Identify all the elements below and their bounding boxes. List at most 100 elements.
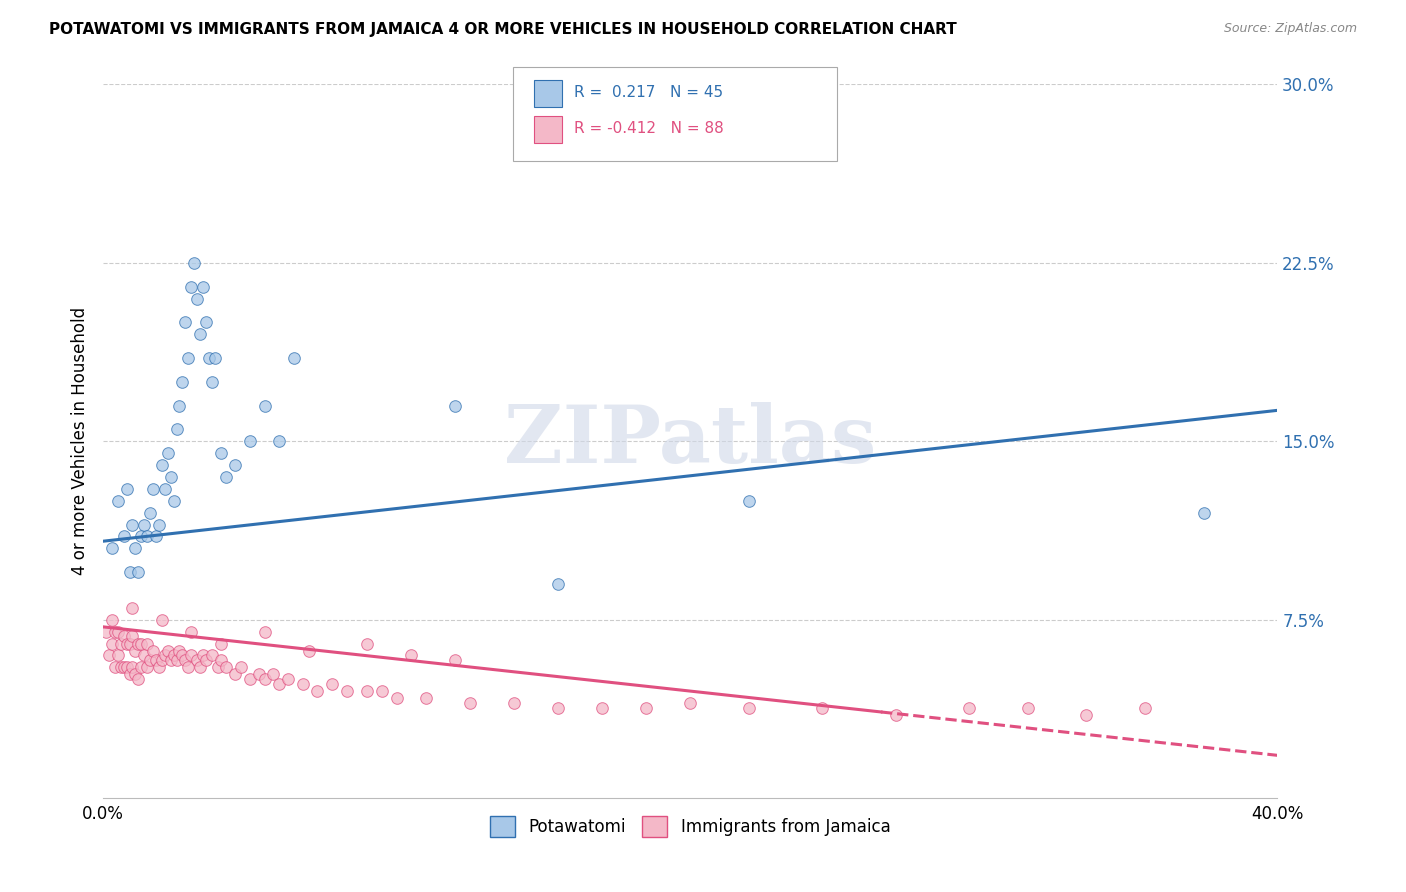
Point	[1133, 700, 1156, 714]
Point	[253, 672, 276, 686]
Point	[101, 613, 124, 627]
Point	[172, 648, 194, 663]
Point	[136, 636, 159, 650]
Point	[180, 648, 202, 663]
Point	[118, 636, 141, 650]
Point	[121, 629, 143, 643]
Text: R =  0.217   N = 45: R = 0.217 N = 45	[574, 86, 723, 100]
Point	[191, 279, 214, 293]
Point	[104, 660, 127, 674]
Point	[136, 660, 159, 674]
Point	[336, 684, 359, 698]
Point	[215, 660, 238, 674]
Point	[415, 691, 437, 706]
Point	[636, 700, 658, 714]
Point	[145, 529, 167, 543]
Point	[207, 660, 229, 674]
Point	[209, 653, 232, 667]
Point	[134, 517, 156, 532]
Point	[229, 660, 252, 674]
Point	[503, 696, 526, 710]
Point	[591, 700, 613, 714]
Point	[277, 672, 299, 686]
Point	[94, 624, 117, 639]
Point	[145, 653, 167, 667]
Point	[118, 565, 141, 579]
Point	[121, 600, 143, 615]
Point	[127, 636, 149, 650]
Point	[129, 529, 152, 543]
Point	[169, 399, 191, 413]
Point	[957, 700, 980, 714]
Point	[107, 493, 129, 508]
Point	[204, 351, 226, 365]
Point	[186, 292, 208, 306]
Point	[139, 506, 162, 520]
Point	[127, 672, 149, 686]
Point	[148, 517, 170, 532]
Point	[166, 422, 188, 436]
Point	[107, 624, 129, 639]
Text: ZIPatlas: ZIPatlas	[505, 402, 876, 480]
Point	[153, 482, 176, 496]
Point	[401, 648, 423, 663]
Point	[159, 653, 181, 667]
Point	[180, 624, 202, 639]
Point	[444, 653, 467, 667]
Point	[307, 684, 329, 698]
Point	[321, 677, 343, 691]
Point	[150, 613, 173, 627]
Point	[224, 667, 246, 681]
Point	[385, 691, 408, 706]
Point	[194, 653, 217, 667]
Point	[811, 700, 834, 714]
Point	[118, 667, 141, 681]
Point	[291, 677, 314, 691]
Point	[283, 351, 305, 365]
Point	[297, 643, 319, 657]
Point	[679, 696, 702, 710]
Point	[269, 677, 291, 691]
Point	[101, 636, 124, 650]
Point	[162, 648, 184, 663]
Point	[547, 577, 569, 591]
Point	[247, 667, 270, 681]
Text: POTAWATOMI VS IMMIGRANTS FROM JAMAICA 4 OR MORE VEHICLES IN HOUSEHOLD CORRELATIO: POTAWATOMI VS IMMIGRANTS FROM JAMAICA 4 …	[49, 22, 957, 37]
Point	[269, 434, 291, 449]
Point	[209, 446, 232, 460]
Point	[239, 434, 262, 449]
Point	[124, 667, 146, 681]
Text: R = -0.412   N = 88: R = -0.412 N = 88	[574, 121, 724, 136]
Point	[174, 315, 197, 329]
Point	[112, 629, 135, 643]
Point	[191, 648, 214, 663]
Point	[115, 636, 138, 650]
Point	[209, 636, 232, 650]
Point	[166, 653, 188, 667]
Point	[169, 643, 191, 657]
Point	[215, 470, 238, 484]
Point	[107, 648, 129, 663]
Point	[98, 648, 121, 663]
Point	[180, 279, 202, 293]
Point	[127, 565, 149, 579]
Point	[156, 446, 179, 460]
Point	[194, 315, 217, 329]
Point	[159, 470, 181, 484]
Point	[115, 482, 138, 496]
Point	[884, 707, 907, 722]
Point	[172, 375, 194, 389]
Point	[174, 653, 197, 667]
Point	[142, 482, 165, 496]
Point	[183, 256, 205, 270]
Point	[201, 375, 224, 389]
Point	[121, 517, 143, 532]
Point	[129, 636, 152, 650]
Point	[112, 529, 135, 543]
Point	[253, 624, 276, 639]
Point	[444, 399, 467, 413]
Point	[104, 624, 127, 639]
Point	[101, 541, 124, 556]
Point	[188, 327, 211, 342]
Legend: Potawatomi, Immigrants from Jamaica: Potawatomi, Immigrants from Jamaica	[484, 810, 897, 843]
